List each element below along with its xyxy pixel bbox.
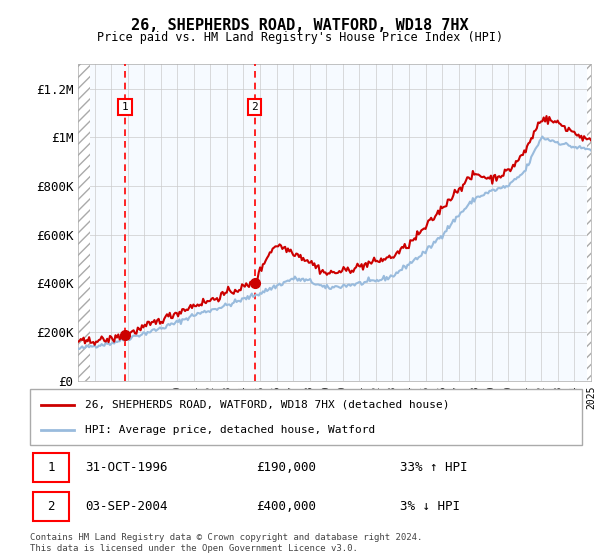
Text: £190,000: £190,000 bbox=[256, 461, 316, 474]
FancyBboxPatch shape bbox=[33, 453, 68, 482]
Text: HPI: Average price, detached house, Watford: HPI: Average price, detached house, Watf… bbox=[85, 424, 376, 435]
Text: 1: 1 bbox=[121, 102, 128, 112]
Text: 2: 2 bbox=[47, 500, 55, 513]
Text: 26, SHEPHERDS ROAD, WATFORD, WD18 7HX (detached house): 26, SHEPHERDS ROAD, WATFORD, WD18 7HX (d… bbox=[85, 400, 450, 410]
Text: 3% ↓ HPI: 3% ↓ HPI bbox=[400, 500, 460, 513]
Bar bbox=[587, 64, 591, 381]
FancyBboxPatch shape bbox=[33, 492, 68, 521]
Text: 03-SEP-2004: 03-SEP-2004 bbox=[85, 500, 168, 513]
Bar bbox=[78, 64, 91, 381]
Bar bbox=[91, 64, 587, 381]
Text: 1: 1 bbox=[47, 461, 55, 474]
FancyBboxPatch shape bbox=[30, 389, 582, 445]
Text: Price paid vs. HM Land Registry's House Price Index (HPI): Price paid vs. HM Land Registry's House … bbox=[97, 31, 503, 44]
Text: 33% ↑ HPI: 33% ↑ HPI bbox=[400, 461, 467, 474]
Text: Contains HM Land Registry data © Crown copyright and database right 2024.
This d: Contains HM Land Registry data © Crown c… bbox=[30, 533, 422, 553]
Text: 2: 2 bbox=[251, 102, 258, 112]
Text: 26, SHEPHERDS ROAD, WATFORD, WD18 7HX: 26, SHEPHERDS ROAD, WATFORD, WD18 7HX bbox=[131, 18, 469, 33]
Text: £400,000: £400,000 bbox=[256, 500, 316, 513]
Text: 31-OCT-1996: 31-OCT-1996 bbox=[85, 461, 168, 474]
